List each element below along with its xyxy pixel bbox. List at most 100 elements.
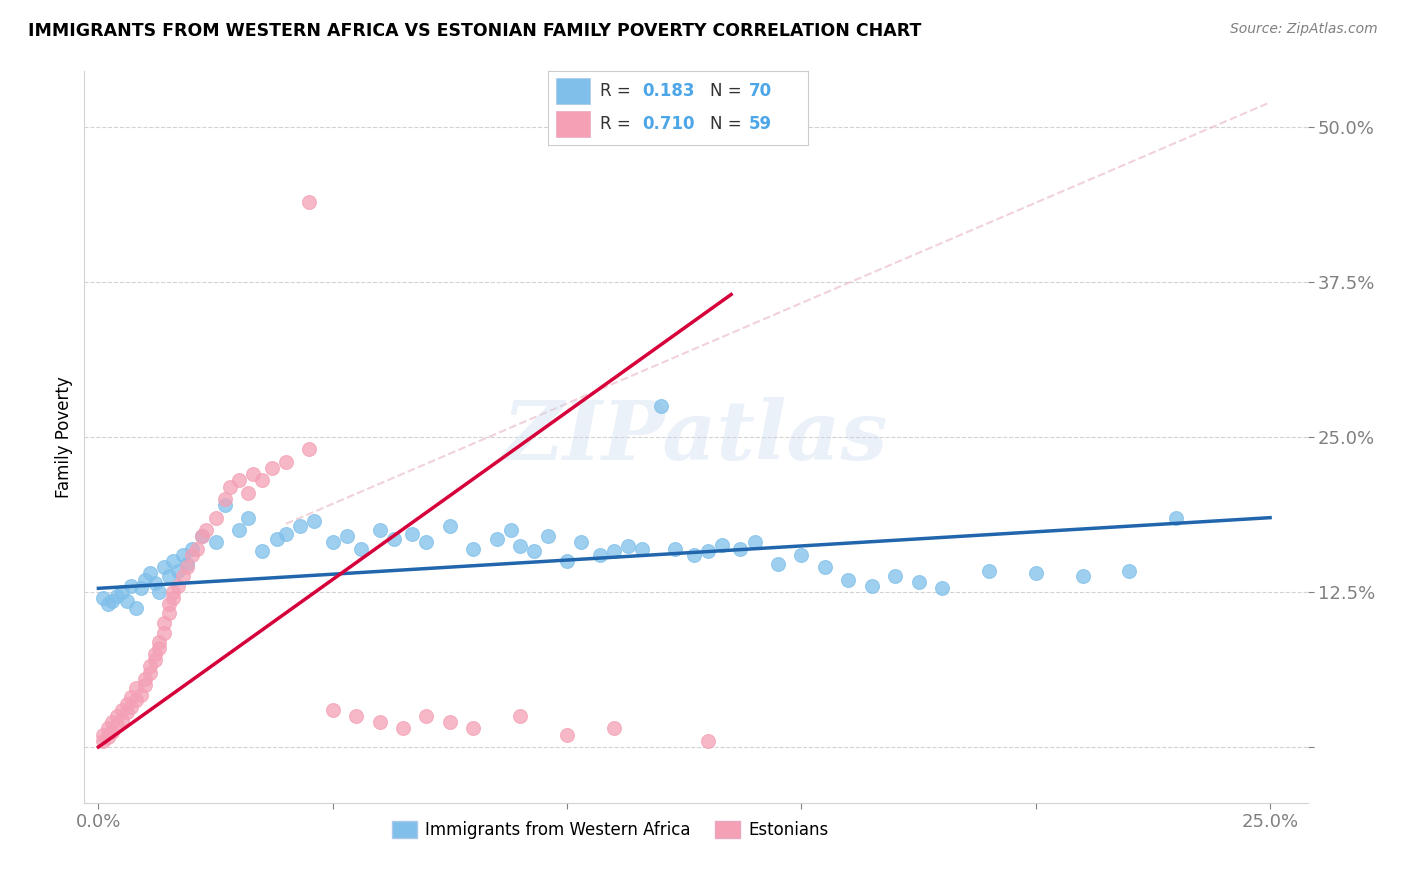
Point xyxy=(631,541,654,556)
Point xyxy=(336,529,359,543)
Text: IMMIGRANTS FROM WESTERN AFRICA VS ESTONIAN FAMILY POVERTY CORRELATION CHART: IMMIGRANTS FROM WESTERN AFRICA VS ESTONI… xyxy=(28,22,921,40)
Point xyxy=(555,728,578,742)
Point xyxy=(238,486,260,500)
Point xyxy=(218,480,240,494)
Point xyxy=(523,544,546,558)
Point xyxy=(977,564,1000,578)
Point xyxy=(129,582,152,596)
Point xyxy=(214,498,236,512)
Point xyxy=(105,717,128,731)
Point xyxy=(97,730,120,744)
Point xyxy=(129,688,152,702)
Point xyxy=(111,713,134,727)
Point xyxy=(101,593,124,607)
Point xyxy=(162,591,184,606)
Point xyxy=(439,715,461,730)
Point xyxy=(190,529,212,543)
Point xyxy=(139,659,162,673)
Point xyxy=(120,690,142,705)
Point xyxy=(322,535,344,549)
Point xyxy=(228,474,250,488)
Point xyxy=(555,554,578,568)
Point xyxy=(274,455,297,469)
Point xyxy=(172,569,194,583)
Point xyxy=(1166,510,1188,524)
Point xyxy=(603,544,626,558)
Point xyxy=(181,548,204,562)
Point xyxy=(97,598,120,612)
Point xyxy=(790,548,813,562)
Point xyxy=(153,615,176,630)
Point xyxy=(664,541,686,556)
Point xyxy=(252,544,274,558)
Point xyxy=(1071,569,1094,583)
Point xyxy=(274,526,297,541)
Point xyxy=(696,544,718,558)
Point xyxy=(744,535,766,549)
Point xyxy=(139,566,162,581)
Point xyxy=(463,541,485,556)
Point xyxy=(97,722,120,736)
Point xyxy=(91,591,114,606)
Text: 70: 70 xyxy=(748,82,772,100)
Point xyxy=(167,579,190,593)
Point xyxy=(238,510,260,524)
Point xyxy=(181,541,204,556)
Point xyxy=(298,194,321,209)
Point xyxy=(1025,566,1047,581)
Point xyxy=(167,564,190,578)
Point xyxy=(537,529,560,543)
Point xyxy=(176,560,198,574)
Point xyxy=(730,541,752,556)
Point xyxy=(931,582,953,596)
Point xyxy=(120,579,142,593)
Legend: Immigrants from Western Africa, Estonians: Immigrants from Western Africa, Estonian… xyxy=(385,814,835,846)
Point xyxy=(153,560,176,574)
Point xyxy=(1118,564,1140,578)
Point xyxy=(368,715,391,730)
Point xyxy=(401,526,423,541)
Point xyxy=(157,598,180,612)
Point xyxy=(603,722,626,736)
Point xyxy=(115,593,138,607)
Text: N =: N = xyxy=(710,115,747,133)
Point xyxy=(260,461,283,475)
Point xyxy=(302,515,325,529)
Point xyxy=(148,634,170,648)
Point xyxy=(509,709,531,723)
Point xyxy=(111,585,134,599)
Point xyxy=(101,725,124,739)
Point xyxy=(485,532,508,546)
Point xyxy=(650,399,672,413)
Point xyxy=(125,693,148,707)
Point xyxy=(204,510,226,524)
Point xyxy=(115,697,138,711)
FancyBboxPatch shape xyxy=(557,111,591,137)
Point xyxy=(125,681,148,695)
FancyBboxPatch shape xyxy=(557,78,591,104)
Point xyxy=(143,653,166,667)
Point xyxy=(463,722,485,736)
Point xyxy=(696,734,718,748)
Point xyxy=(298,442,321,457)
Point xyxy=(125,601,148,615)
Point xyxy=(589,548,612,562)
Point xyxy=(157,569,180,583)
Point xyxy=(499,523,522,537)
Point xyxy=(115,706,138,720)
Text: ZIPatlas: ZIPatlas xyxy=(503,397,889,477)
Point xyxy=(134,672,156,686)
Y-axis label: Family Poverty: Family Poverty xyxy=(55,376,73,498)
Point xyxy=(252,474,274,488)
Point xyxy=(710,538,733,552)
Point xyxy=(439,519,461,533)
Point xyxy=(228,523,250,537)
Point xyxy=(350,541,373,556)
Point xyxy=(288,519,311,533)
Point xyxy=(682,548,704,562)
Point xyxy=(134,573,156,587)
Point xyxy=(162,554,184,568)
Point xyxy=(392,722,415,736)
Point xyxy=(344,709,367,723)
Point xyxy=(509,539,531,553)
